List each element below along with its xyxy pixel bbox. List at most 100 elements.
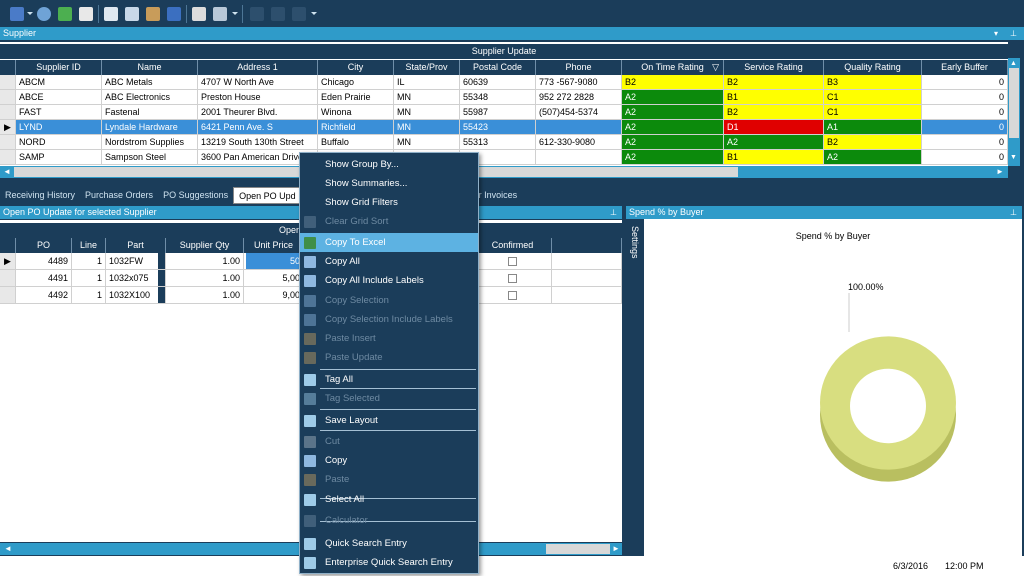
table-row[interactable]: ABCM ABC Metals 4707 W North Ave Chicago IL 6… [0,75,1008,90]
refresh-icon[interactable] [58,7,72,21]
confirmed-cell[interactable] [474,270,552,287]
empty-cell[interactable] [552,287,622,304]
state-cell[interactable]: MN [394,135,460,150]
state-cell[interactable]: MN [394,105,460,120]
pin-icon[interactable]: ⊥ [610,208,617,217]
address-cell[interactable]: 2001 Theurer Blvd. [198,105,318,120]
supplier-name-cell[interactable]: Sampson Steel [102,150,198,165]
empty-cell[interactable] [552,253,622,270]
supplier-id-cell[interactable]: SAMP [16,150,102,165]
filter-icon[interactable]: ▽ [712,62,719,72]
confirmed-cell[interactable] [474,287,552,304]
scroll-right-arrow[interactable]: ► [612,544,620,553]
supplier-qty-cell[interactable]: 1.00 [166,287,244,304]
row-selector[interactable] [0,105,16,120]
line-cell[interactable]: 1 [72,270,106,287]
column-header[interactable]: Service Rating [724,60,824,75]
part-dropdown-button[interactable] [158,253,165,269]
menu-item-copy-to-excel[interactable]: Copy To Excel [300,233,478,252]
tab-open-po-update[interactable]: Open PO Upd [233,187,302,204]
scroll-right-arrow[interactable]: ► [996,167,1004,176]
paste-icon[interactable] [146,7,160,21]
city-cell[interactable]: Buffalo [318,135,394,150]
tab-invoices[interactable]: r Invoices [478,190,518,200]
po-number-cell[interactable]: 4492 [16,287,72,304]
column-header[interactable]: Supplier Qty [166,238,244,253]
menu-item-copy-all-include-labels[interactable]: Copy All Include Labels [300,271,478,290]
address-cell[interactable]: 6421 Penn Ave. S [198,120,318,135]
report-dropdown-arrow[interactable] [232,12,238,15]
table-row[interactable]: ▶ LYND Lyndale Hardware 6421 Penn Ave. S Ric… [0,120,1008,135]
save-dropdown-arrow[interactable] [27,12,33,15]
copy-icon[interactable] [125,7,139,21]
menu-item-quick-search-entry[interactable]: Quick Search Entry [300,534,478,553]
quality-rating-cell[interactable]: C1 [824,90,922,105]
confirmed-checkbox[interactable] [508,274,517,284]
service-rating-cell[interactable]: A2 [724,135,824,150]
phone-cell[interactable]: (507)454-5374 [536,105,622,120]
quality-rating-cell[interactable]: B2 [824,135,922,150]
supplier-id-cell[interactable]: LYND [16,120,102,135]
column-header[interactable]: Early Buffer [922,60,1008,75]
po-number-cell[interactable]: 4491 [16,270,72,287]
menu-item-show-summaries[interactable]: Show Summaries... [300,174,478,193]
early-buffer-cell[interactable]: 0 [922,120,1008,135]
unit-price-cell[interactable]: 9,00 [244,287,304,304]
cut-icon[interactable] [104,7,118,21]
settings-strip[interactable] [626,219,644,556]
city-cell[interactable]: Winona [318,105,394,120]
unit-price-cell[interactable]: 5,00 [244,270,304,287]
early-buffer-cell[interactable]: 0 [922,75,1008,90]
settings-label[interactable]: Settings [630,226,640,259]
on-time-rating-cell[interactable]: A2 [622,120,724,135]
row-selector[interactable] [0,270,16,287]
supplier-id-cell[interactable]: ABCE [16,90,102,105]
supplier-name-cell[interactable]: Fastenal [102,105,198,120]
early-buffer-cell[interactable]: 0 [922,135,1008,150]
supplier-id-cell[interactable]: ABCM [16,75,102,90]
address-cell[interactable]: Preston House [198,90,318,105]
print-icon[interactable] [192,7,206,21]
quality-rating-cell[interactable]: A2 [824,150,922,165]
row-selector[interactable] [0,135,16,150]
column-header[interactable]: Part [106,238,166,253]
column-header[interactable]: Line [72,238,106,253]
phone-cell[interactable] [536,150,622,165]
column-header[interactable]: PO [16,238,72,253]
row-selector[interactable] [0,90,16,105]
menu-item-enterprise-quick-search-entry[interactable]: Enterprise Quick Search Entry [300,553,478,572]
on-time-rating-cell[interactable]: A2 [622,135,724,150]
menu-item-save-layout[interactable]: Save Layout [300,411,478,430]
toolbar-overflow-arrow[interactable] [311,12,317,15]
supplier-id-cell[interactable]: NORD [16,135,102,150]
eraser-icon[interactable] [79,7,93,21]
phone-cell[interactable]: 612-330-9080 [536,135,622,150]
column-header[interactable]: Unit Price [244,238,304,253]
service-rating-cell[interactable]: B1 [724,90,824,105]
pin-icon[interactable]: ⊥ [1010,208,1017,217]
table-row[interactable]: NORD Nordstrom Supplies 13219 South 130th … [0,135,1008,150]
city-cell[interactable]: Eden Prairie [318,90,394,105]
quality-rating-cell[interactable]: B3 [824,75,922,90]
postal-code-cell[interactable]: 55313 [460,135,536,150]
confirmed-checkbox[interactable] [508,291,517,301]
state-cell[interactable]: IL [394,75,460,90]
supplier-name-cell[interactable]: ABC Metals [102,75,198,90]
city-cell[interactable]: Richfield [318,120,394,135]
menu-item-select-all[interactable]: Select All [300,490,478,509]
row-selector[interactable] [0,150,16,165]
unit-price-cell[interactable]: 50 [244,253,304,270]
column-header[interactable]: Phone [536,60,622,75]
report-icon[interactable] [213,7,227,21]
confirmed-cell[interactable] [474,253,552,270]
supplier-name-cell[interactable]: ABC Electronics [102,90,198,105]
city-cell[interactable]: Chicago [318,75,394,90]
scroll-left-arrow[interactable]: ◄ [4,544,12,553]
column-header[interactable]: On Time Rating ▽ [622,60,724,75]
row-selector[interactable] [0,287,16,304]
phone-cell[interactable]: 952 272 2828 [536,90,622,105]
phone-cell[interactable]: 773 -567-9080 [536,75,622,90]
address-cell[interactable]: 4707 W North Ave [198,75,318,90]
tab-po-suggestions[interactable]: PO Suggestions [163,190,229,200]
empty-cell[interactable] [552,270,622,287]
